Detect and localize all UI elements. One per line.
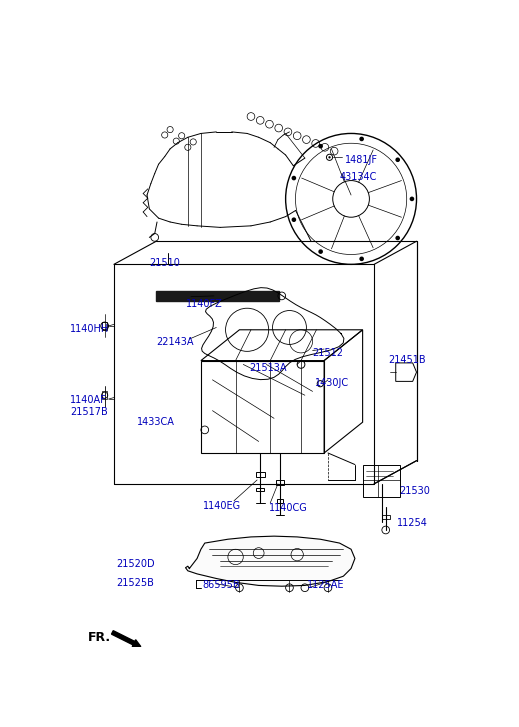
Bar [102,391,107,399]
Circle shape [409,196,414,201]
Circle shape [359,257,364,261]
Text: 1433CA: 1433CA [137,417,175,427]
Text: 21525B: 21525B [116,579,154,588]
Text: 22143A: 22143A [156,337,194,348]
Text: 1140CG: 1140CG [269,503,307,513]
Circle shape [359,137,364,141]
Text: 1430JC: 1430JC [315,378,349,388]
Text: 21520D: 21520D [116,559,155,569]
Circle shape [318,144,323,148]
Circle shape [292,217,296,222]
Bar [382,515,390,519]
Text: 21513A: 21513A [250,363,287,373]
Bar [277,499,283,503]
Circle shape [318,249,323,254]
Text: FR.: FR. [88,631,111,644]
Polygon shape [185,536,355,586]
Text: 21451B: 21451B [388,356,426,365]
Bar [363,465,400,497]
Circle shape [329,156,331,158]
Bar [277,480,284,485]
Text: 21512: 21512 [312,348,344,358]
Text: 1140EG: 1140EG [203,501,241,511]
Bar [102,322,107,330]
Text: 1140FZ: 1140FZ [185,299,222,309]
Bar [256,488,264,491]
Text: 1125AE: 1125AE [307,580,345,590]
Circle shape [395,236,400,241]
Text: 86595B: 86595B [202,580,240,590]
Text: 1140HH: 1140HH [70,324,110,334]
Text: 11254: 11254 [397,518,428,529]
Bar [255,473,265,477]
Text: 21517B: 21517B [70,407,108,417]
Text: 43134C: 43134C [339,172,377,182]
Circle shape [292,176,296,180]
Text: 21530: 21530 [399,486,430,496]
Text: 1481JF: 1481JF [345,155,378,165]
Text: 21510: 21510 [149,258,180,268]
Bar [156,292,279,300]
Text: 1140AF: 1140AF [70,395,107,405]
Circle shape [395,158,400,162]
FancyArrow shape [112,631,141,646]
